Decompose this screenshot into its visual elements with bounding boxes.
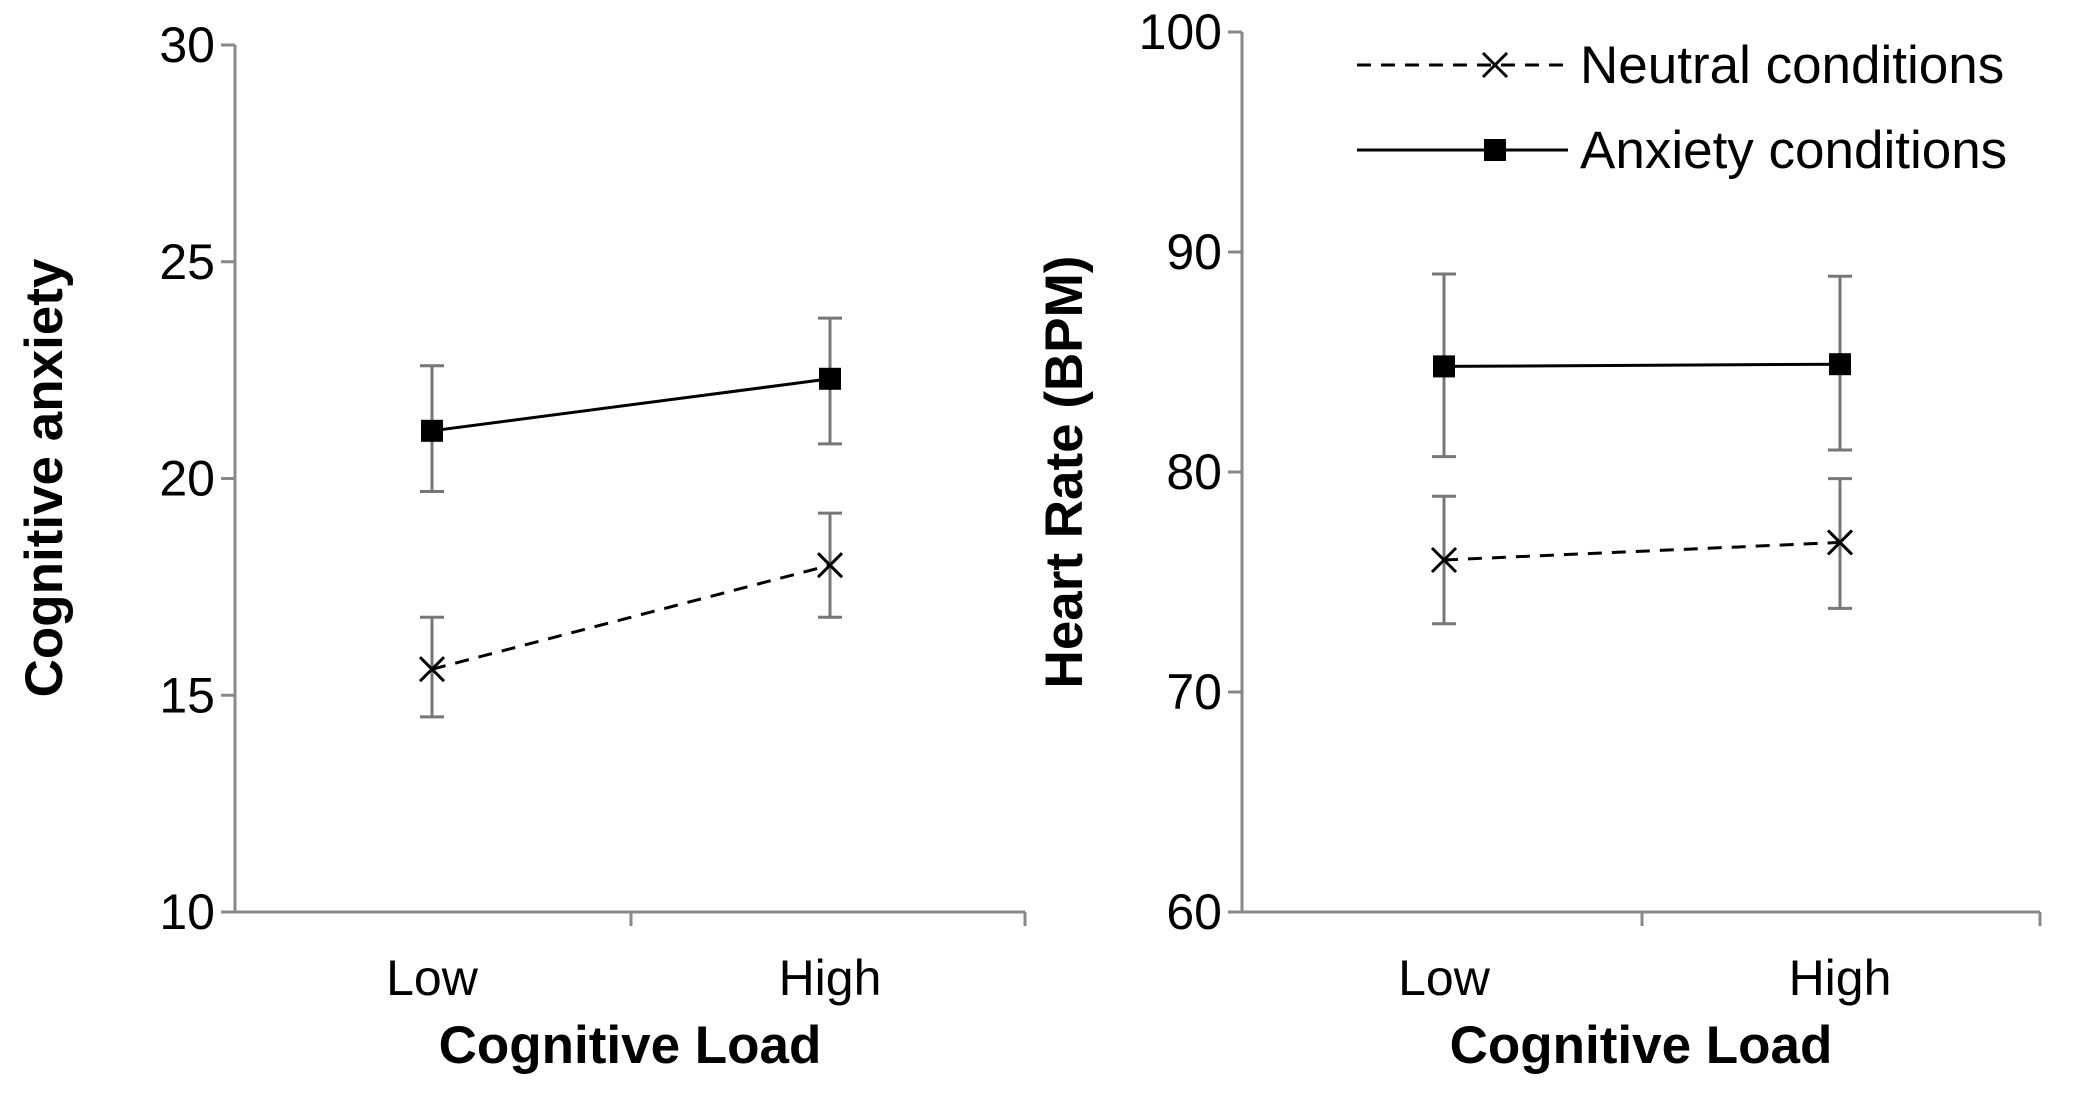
legend-label: Anxiety conditions [1580, 121, 2007, 180]
anxiety-series-line [431, 377, 831, 433]
y-axis-title: Cognitive anxiety [15, 258, 74, 697]
x-marker-stroke [816, 552, 844, 579]
y-tick-label: 70 [1166, 664, 1222, 720]
neutral-data-point [1430, 546, 1458, 574]
neutral-data-point [816, 552, 844, 579]
x-axis-title: Cognitive Load [439, 1016, 822, 1075]
x-category-label: Low [1398, 950, 1491, 1006]
anxiety-data-point [819, 367, 841, 390]
anxiety-data-point [1433, 355, 1455, 378]
neutral-data-point [418, 656, 446, 683]
x-category-label: High [779, 950, 882, 1006]
anxiety-data-point [1829, 353, 1851, 376]
x-marker-stroke [1481, 51, 1509, 79]
anxiety-series-line [1443, 362, 1841, 368]
legend-label: Neutral conditions [1580, 36, 2004, 95]
y-tick-label: 15 [159, 667, 215, 723]
y-tick-label: 90 [1166, 224, 1222, 280]
neutral-series-line [1443, 540, 1841, 562]
x-axis-title: Cognitive Load [1450, 1016, 1833, 1075]
x-marker-stroke [1430, 546, 1458, 574]
x-category-label: High [1789, 950, 1892, 1006]
neutral-series-line [431, 563, 831, 671]
y-axis-title: Heart Rate (BPM) [1035, 256, 1094, 689]
y-tick-label: 20 [159, 451, 215, 507]
y-tick-label: 30 [159, 17, 215, 73]
y-tick-label: 10 [159, 884, 215, 940]
panel-heart-rate: 60 70 80 90 100 Low High Cognitive Load Heart Ra… [1035, 4, 2042, 1075]
y-tick-label: 80 [1166, 444, 1222, 500]
legend: Neutral conditions Anxiety conditions [1357, 36, 2007, 180]
x-marker-stroke [1826, 529, 1854, 556]
neutral-data-point [1826, 529, 1854, 556]
anxiety-data-point [421, 419, 443, 442]
legend-marker-x [1481, 51, 1509, 79]
y-tick-label: 60 [1166, 884, 1222, 940]
legend-marker-square [1484, 139, 1506, 161]
x-marker-stroke [418, 656, 446, 683]
panel-cognitive-anxiety: 10 15 20 25 30 Low High Cognitive Load Cognitive… [15, 17, 1027, 1075]
x-category-label: Low [386, 950, 479, 1006]
y-tick-label: 25 [159, 234, 215, 290]
y-tick-label: 100 [1139, 4, 1222, 60]
